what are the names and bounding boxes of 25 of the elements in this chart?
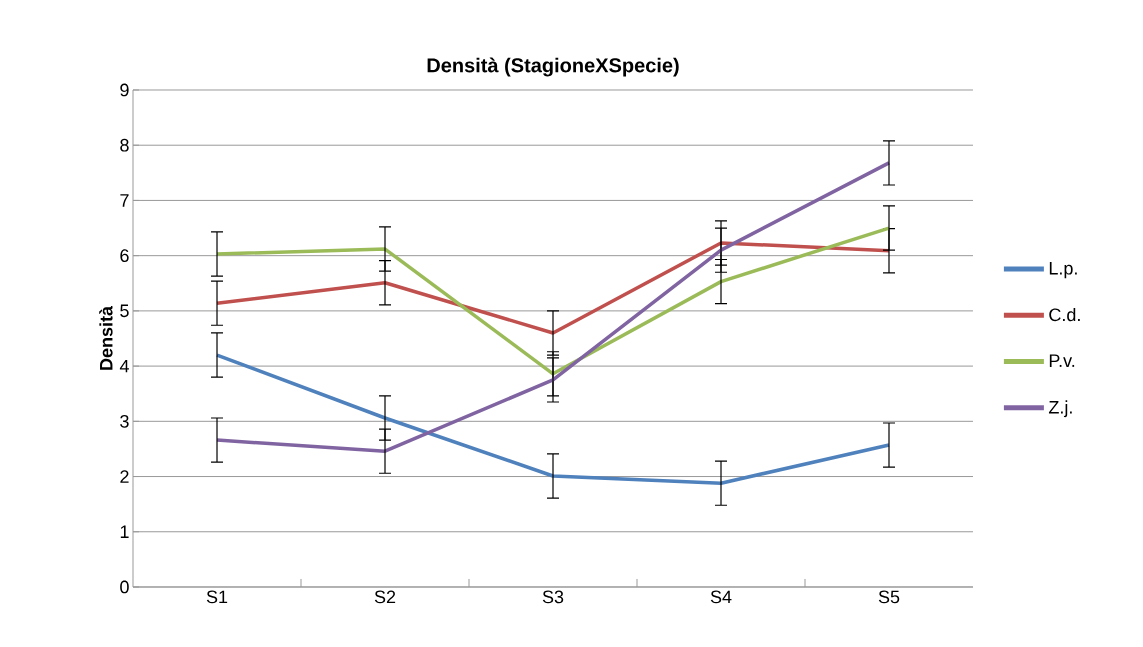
legend-label: L.p. [1049,262,1077,279]
line-series [215,241,891,335]
legend-label: P.v. [1049,354,1075,367]
y-tick-label: 6 [120,249,129,263]
y-tick-label: 7 [120,194,129,207]
chart-title: Densità (StagioneXSpecie) [427,57,679,77]
y-axis-title: Densità [99,305,113,370]
x-tick-label: S5 [878,590,900,604]
line-series [215,353,891,485]
line-series [215,161,891,453]
y-tick-label: 9 [120,83,129,97]
y-tick-label: 0 [120,580,129,594]
y-tick-label: 2 [120,470,129,483]
x-tick-label: S3 [542,590,564,604]
y-tick-label: 4 [119,359,129,373]
x-tick-label: S1 [206,590,228,604]
y-tick-label: 5 [120,304,129,318]
y-tick-label: 8 [120,138,129,152]
x-tick-label: S4 [710,590,732,604]
legend-label: Z.j. [1048,400,1072,418]
y-tick-label: 3 [120,414,129,428]
y-tick-label: 1 [120,525,129,538]
legend-label: C.d. [1049,307,1080,322]
line-series [215,226,891,376]
x-tick-label: S2 [374,590,396,604]
